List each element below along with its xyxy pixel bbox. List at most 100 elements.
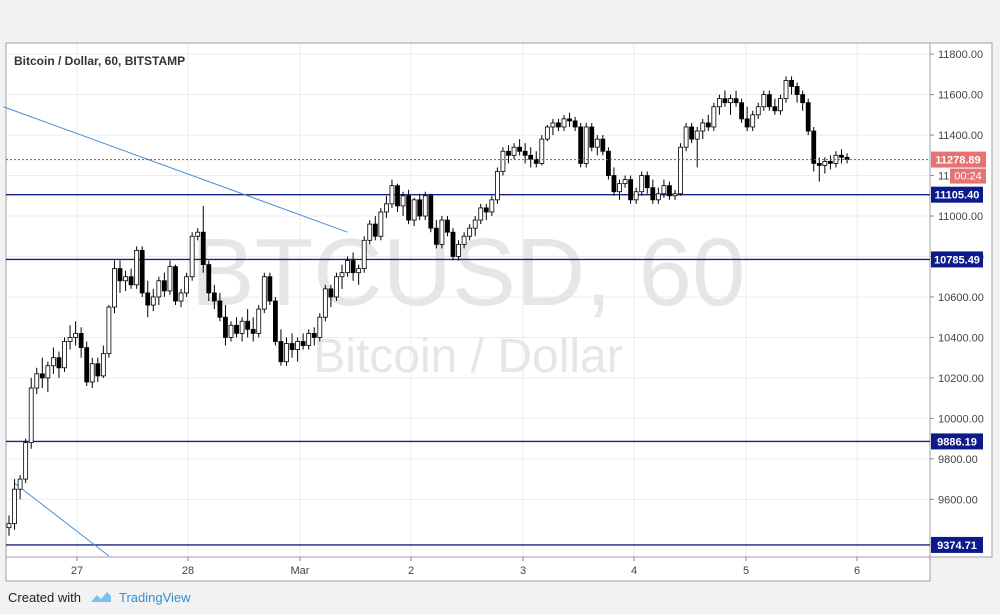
candle-up <box>12 479 17 530</box>
candle-up <box>711 102 717 132</box>
candle-down <box>611 167 617 196</box>
candle-up <box>62 337 67 372</box>
candle-body <box>750 114 756 128</box>
candle-down <box>78 327 84 358</box>
candle-body <box>345 260 350 274</box>
candle-up <box>156 276 162 306</box>
y-tick-label: 10000.00 <box>938 413 984 425</box>
x-tick-label: Mar <box>291 565 310 577</box>
candle-body <box>12 488 17 525</box>
candle-up <box>583 122 589 168</box>
level-label: 9886.19 <box>937 436 977 448</box>
candle-down <box>450 228 456 261</box>
candles <box>6 76 850 536</box>
candle-down <box>417 193 423 221</box>
candle-up <box>461 232 467 249</box>
candle-body <box>567 118 572 122</box>
candle-down <box>689 122 695 144</box>
candle-body <box>678 146 683 195</box>
candle-down <box>567 112 572 127</box>
candle-up <box>361 236 367 273</box>
candle-up <box>67 325 73 350</box>
candle-body <box>478 207 484 221</box>
candle-body <box>655 193 661 201</box>
plot-area <box>5 42 931 558</box>
candle-down <box>311 327 317 346</box>
y-tick-label: 10200.00 <box>938 373 984 385</box>
candle-up <box>51 347 56 374</box>
candle-body <box>722 98 728 104</box>
candle-body <box>339 272 345 278</box>
candle-body <box>528 154 534 160</box>
candle-body <box>128 276 134 286</box>
candle-body <box>84 347 90 383</box>
candle-up <box>178 288 184 308</box>
candle-down <box>84 341 90 387</box>
candle-body <box>95 363 101 377</box>
candle-down <box>739 98 744 123</box>
candle-body <box>672 193 678 197</box>
candle-up <box>356 264 362 285</box>
candle-body <box>117 268 123 282</box>
candle-down <box>117 260 123 293</box>
candle-up <box>661 179 667 198</box>
x-tick-label: 2 <box>408 565 414 577</box>
candle-up <box>456 240 461 261</box>
candle-up <box>494 167 500 204</box>
candle-down <box>289 333 295 358</box>
candle-up <box>678 143 683 196</box>
candle-up <box>672 189 678 200</box>
candle-body <box>56 357 62 369</box>
candle-up <box>500 147 506 176</box>
candle-body <box>661 185 667 195</box>
candle-body <box>522 150 528 156</box>
candle-up <box>28 377 34 449</box>
candle-down <box>705 114 711 132</box>
candle-down <box>217 292 223 322</box>
candle-body <box>572 120 578 128</box>
candle-down <box>428 193 434 233</box>
candle-body <box>461 235 467 245</box>
candle-body <box>839 154 844 158</box>
candle-body <box>617 183 622 193</box>
candle-body <box>600 138 606 152</box>
watermark-symbol: BTCUSD, 60 <box>191 219 746 326</box>
tradingview-cloud-icon[interactable] <box>89 590 113 604</box>
candle-body <box>772 106 778 112</box>
candle-body <box>34 373 40 389</box>
candle-down <box>744 106 750 132</box>
candle-down <box>139 246 145 297</box>
candle-body <box>295 341 301 350</box>
candle-up <box>717 94 722 115</box>
candle-body <box>705 122 711 128</box>
candle-down <box>811 126 817 172</box>
candle-up <box>439 216 445 249</box>
candle-body <box>106 306 112 355</box>
candle-body <box>395 185 400 207</box>
candle-up <box>617 179 622 200</box>
candle-up <box>17 475 23 500</box>
candle-body <box>200 231 206 265</box>
tradingview-brand-link[interactable]: TradingView <box>118 589 191 605</box>
level-label: 11105.40 <box>935 190 980 202</box>
candle-up <box>383 195 389 219</box>
candle-up <box>339 264 345 289</box>
candle-body <box>456 243 461 257</box>
footer: Created with TradingView <box>8 587 191 607</box>
trendline <box>14 482 110 557</box>
candle-down <box>600 135 606 156</box>
candle-down <box>223 305 228 346</box>
candle-up <box>345 256 350 277</box>
x-tick-label: 6 <box>854 565 860 577</box>
candle-down <box>805 98 811 136</box>
candle-body <box>67 337 73 342</box>
candle-body <box>517 146 522 152</box>
candle-up <box>284 337 289 366</box>
candle-down <box>667 181 672 200</box>
candle-body <box>189 235 195 278</box>
candle-up <box>511 143 517 160</box>
candle-body <box>811 130 817 164</box>
candle-up <box>322 284 328 322</box>
candle-down <box>250 317 256 342</box>
candle-down <box>800 90 806 111</box>
